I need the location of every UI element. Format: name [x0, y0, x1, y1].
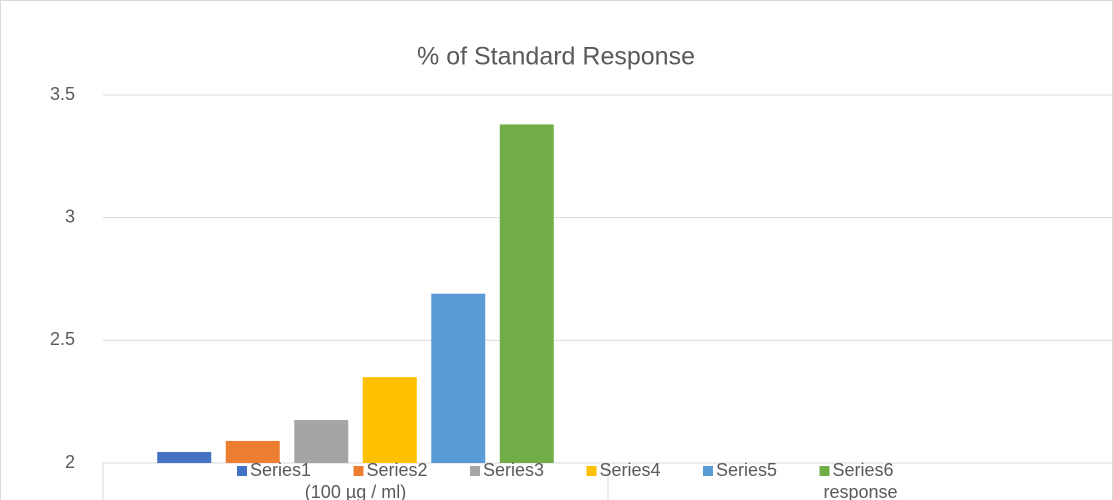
bar: [294, 420, 348, 463]
y-tick-label: 2.5: [50, 329, 75, 349]
chart-frame: [1, 1, 1113, 500]
legend-swatch: [820, 466, 830, 476]
y-tick-label: 3: [65, 206, 75, 226]
legend-label: Series6: [833, 460, 894, 480]
legend-swatch: [703, 466, 713, 476]
legend-swatch: [470, 466, 480, 476]
bar: [157, 452, 211, 463]
legend-swatch: [587, 466, 597, 476]
y-tick-label: 2: [65, 452, 75, 472]
legend-label: Series4: [600, 460, 661, 480]
bar: [363, 377, 417, 463]
chart: % of Standard Response 2 2.5 3 3.5 (100 µg /…: [0, 0, 1113, 500]
legend-label: Series5: [716, 460, 777, 480]
chart-title: % of Standard Response: [417, 43, 695, 71]
legend-swatch: [354, 466, 364, 476]
bar: [500, 124, 554, 463]
legend-swatch: [237, 466, 247, 476]
x-tick-label: response: [823, 482, 897, 500]
legend-label: Series2: [367, 460, 428, 480]
bar: [431, 294, 485, 463]
legend-label: Series3: [483, 460, 544, 480]
x-tick-label: (100 µg / ml): [305, 482, 406, 500]
legend-label: Series1: [250, 460, 311, 480]
y-tick-label: 3.5: [50, 84, 75, 104]
